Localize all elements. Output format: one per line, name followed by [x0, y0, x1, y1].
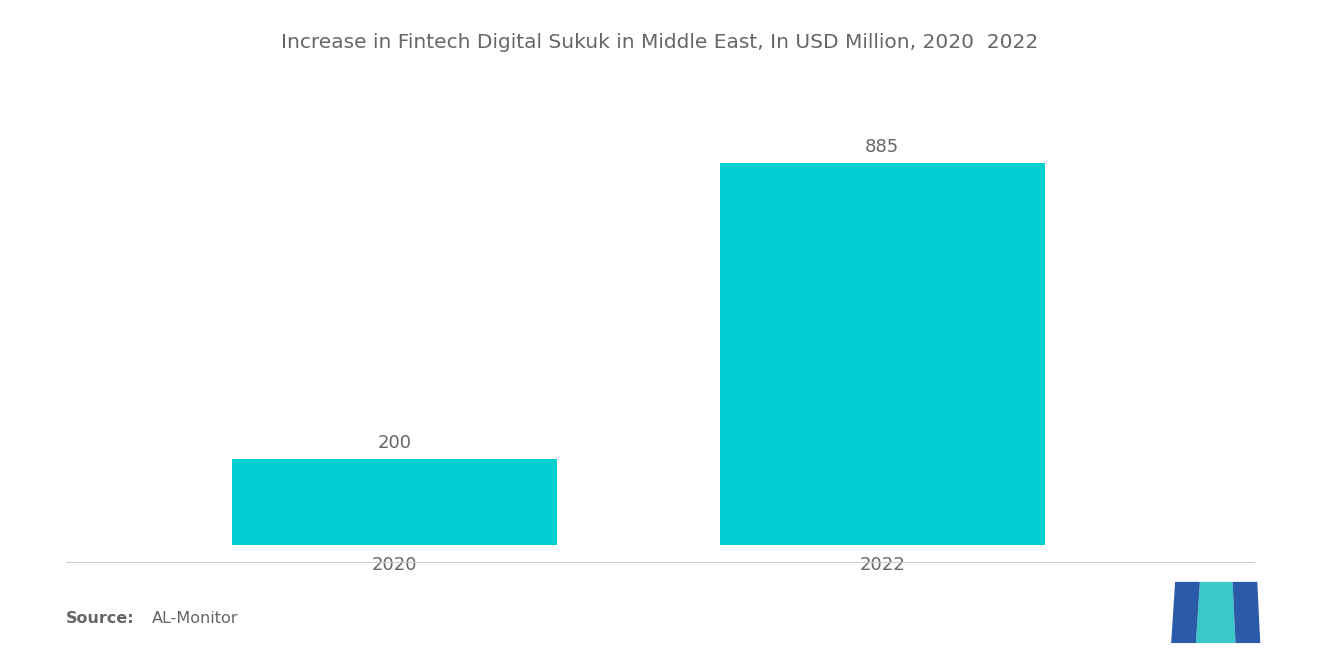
Text: 200: 200	[378, 434, 412, 452]
Text: AL-Monitor: AL-Monitor	[152, 611, 239, 626]
Polygon shape	[1171, 582, 1200, 643]
Text: 885: 885	[865, 138, 899, 156]
Bar	[719, 163, 1045, 545]
Polygon shape	[1196, 582, 1236, 643]
Text: Source:: Source:	[66, 611, 135, 626]
Polygon shape	[1233, 582, 1261, 643]
Bar	[232, 459, 557, 545]
Text: Increase in Fintech Digital Sukuk in Middle East, In USD Million, 2020  2022: Increase in Fintech Digital Sukuk in Mid…	[281, 33, 1039, 53]
